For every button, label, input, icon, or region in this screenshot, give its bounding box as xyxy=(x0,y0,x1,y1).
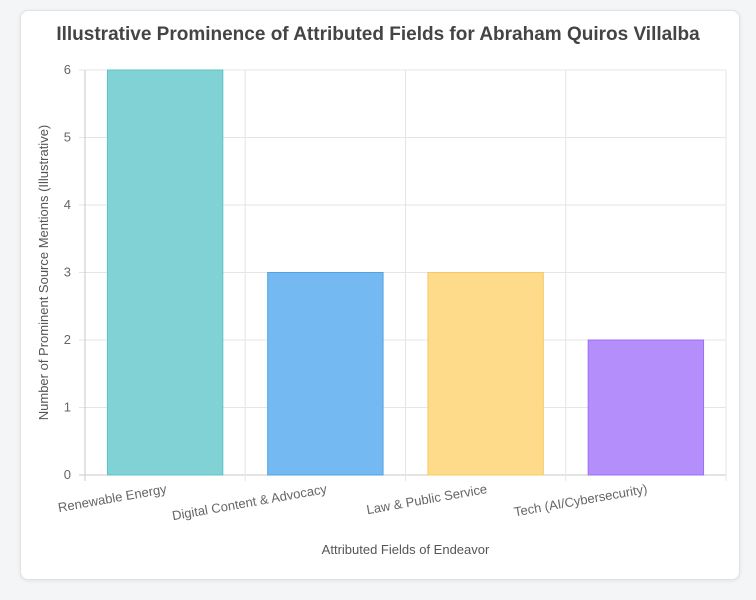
x-tick-label: Digital Content & Advocacy xyxy=(171,481,329,523)
y-tick-label: 2 xyxy=(64,332,71,347)
y-tick-label: 1 xyxy=(64,400,71,415)
x-tick-label: Law & Public Service xyxy=(365,481,488,517)
bar-1[interactable] xyxy=(267,272,384,476)
x-tick-label: Tech (AI/Cybersecurity) xyxy=(513,481,649,519)
chart-title: Illustrative Prominence of Attributed Fi… xyxy=(56,24,700,45)
bar-3[interactable] xyxy=(587,339,705,476)
y-tick-label: 6 xyxy=(64,62,71,77)
bar-0[interactable] xyxy=(106,69,224,476)
y-axis-title: Number of Prominent Source Mentions (Ill… xyxy=(36,125,51,421)
bar-2[interactable] xyxy=(427,272,544,476)
y-tick-label: 3 xyxy=(64,265,71,280)
y-tick-label: 5 xyxy=(64,130,71,145)
y-tick-label: 4 xyxy=(64,197,71,212)
y-tick-label: 0 xyxy=(64,467,71,482)
x-tick-label: Renewable Energy xyxy=(57,481,168,515)
x-axis-title: Attributed Fields of Endeavor xyxy=(322,542,490,557)
